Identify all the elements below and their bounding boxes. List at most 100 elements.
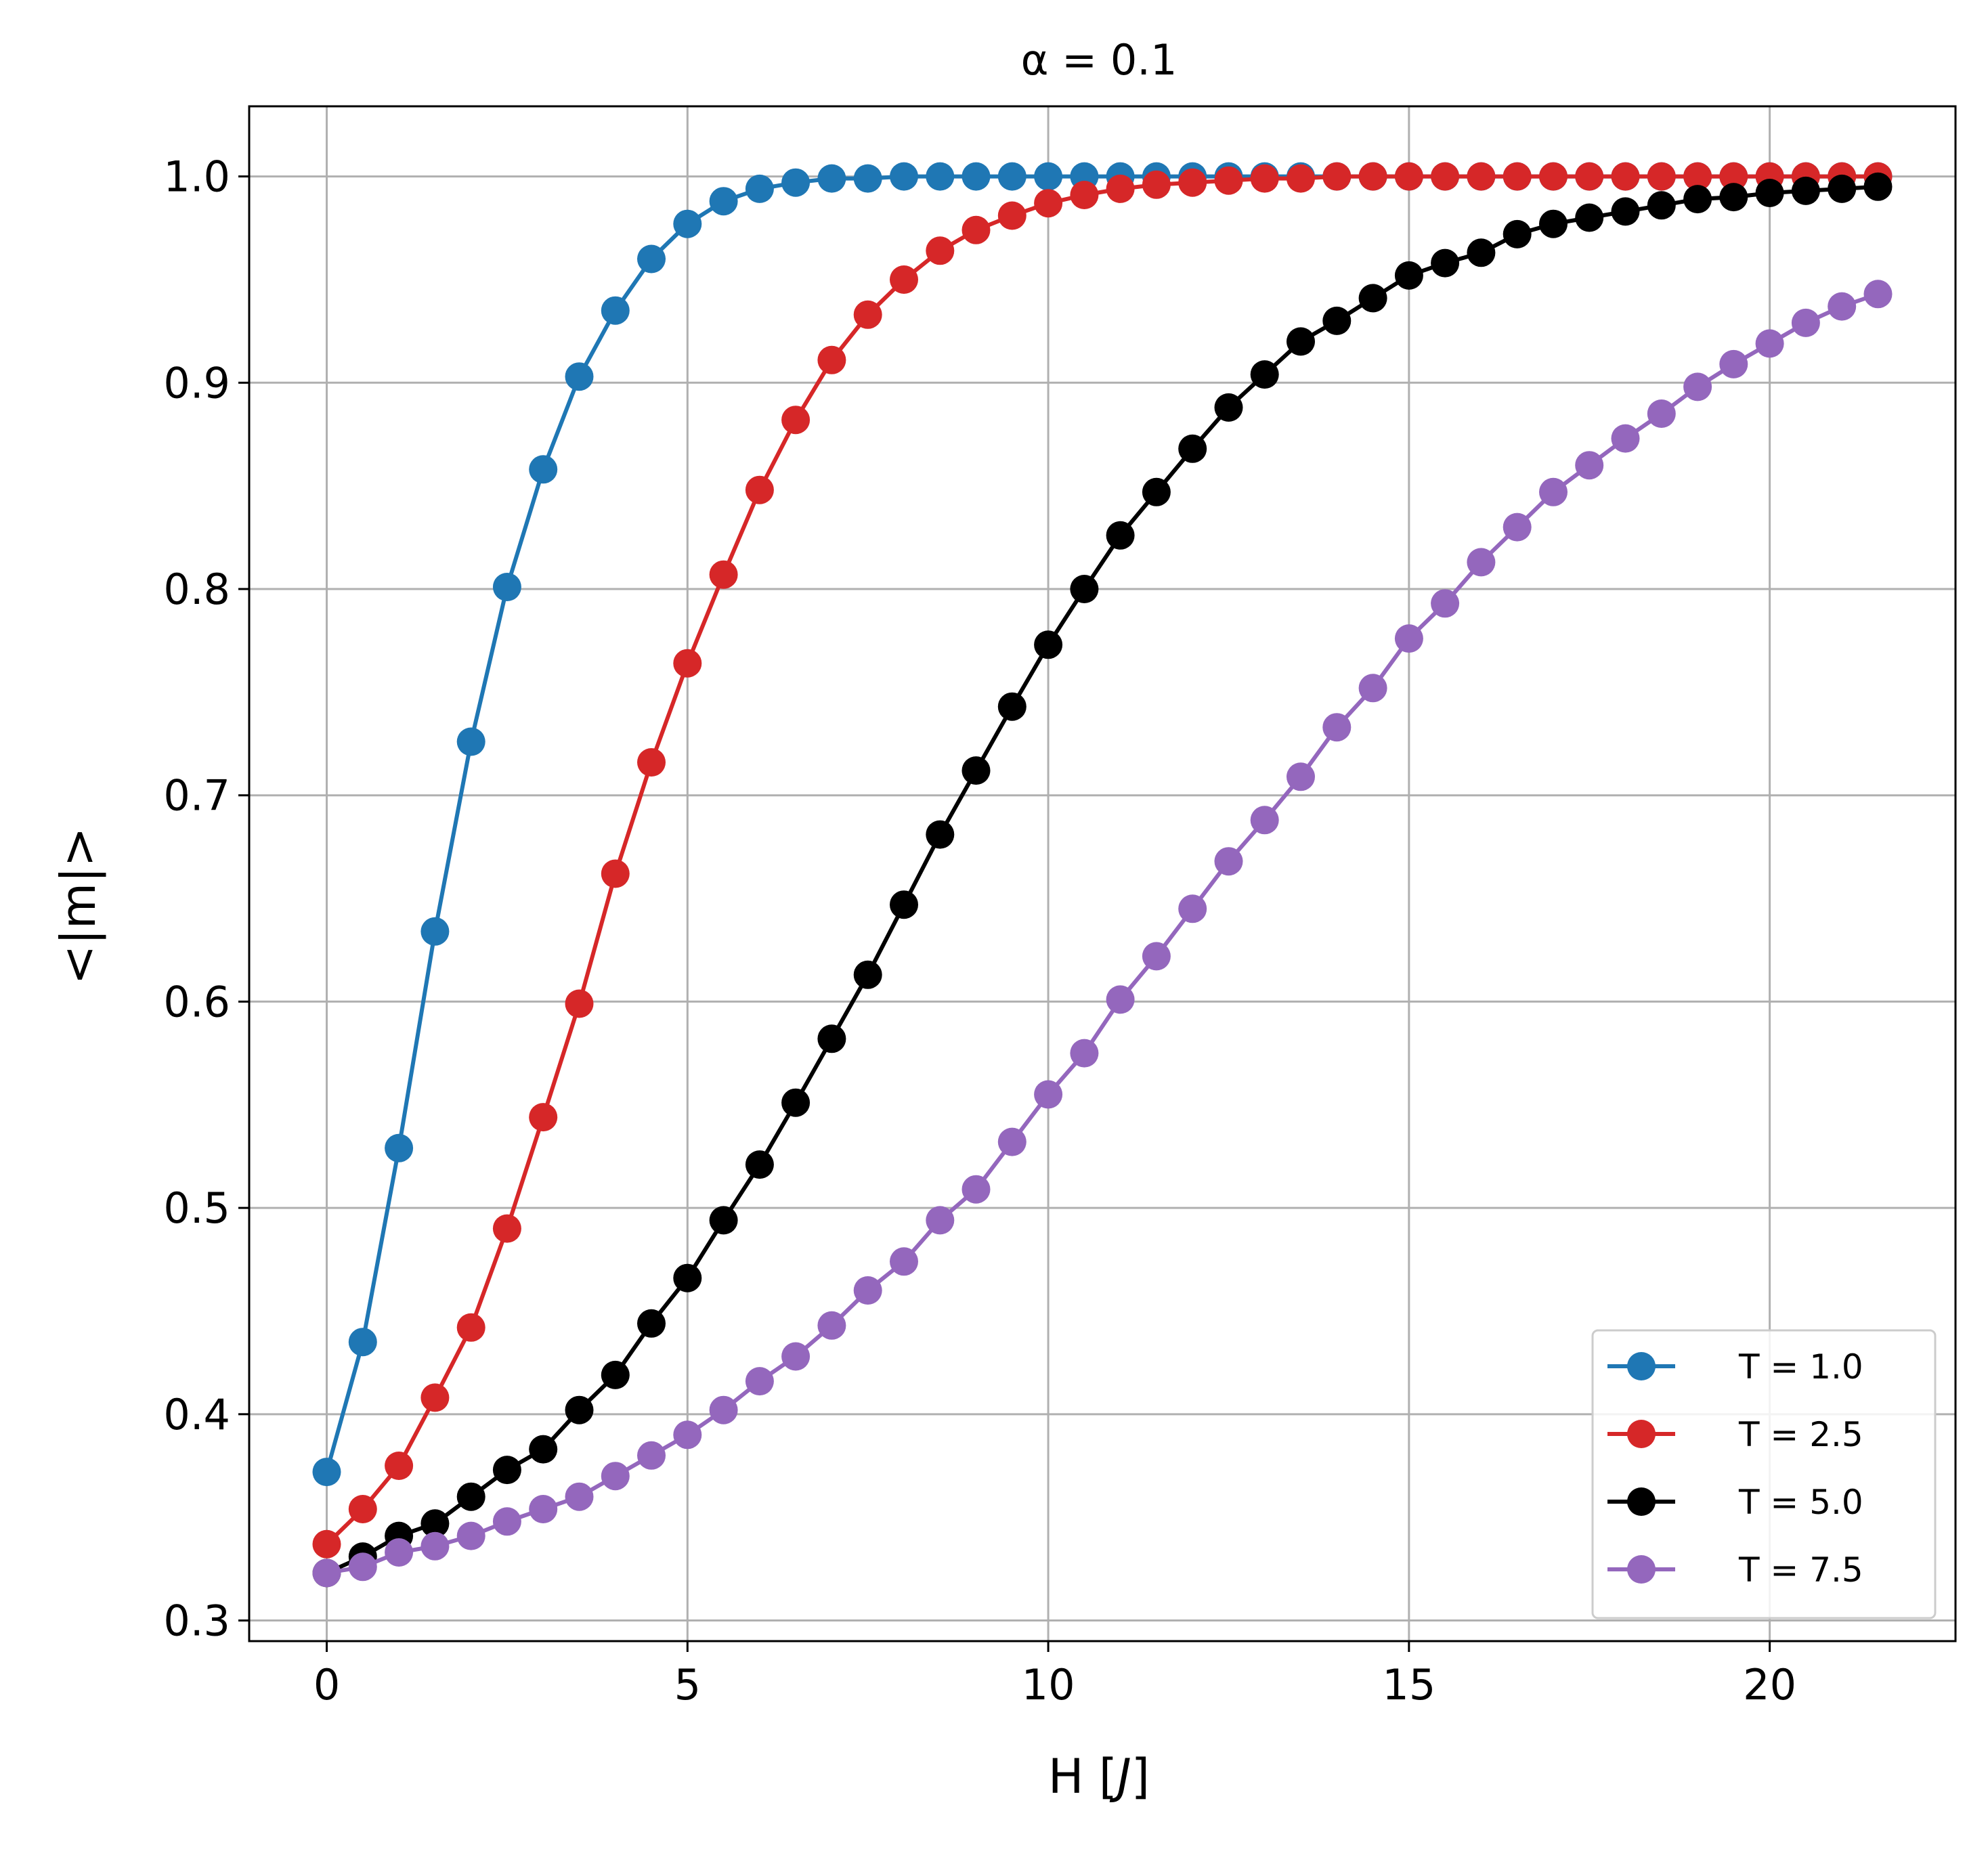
- y-tick-label: 1.0: [163, 152, 230, 202]
- data-point: [385, 1538, 414, 1567]
- data-point: [420, 1509, 450, 1538]
- x-tick-label: 10: [1022, 1660, 1075, 1710]
- data-point: [781, 1342, 811, 1371]
- data-point: [1755, 329, 1784, 358]
- legend-label: T = 1.0: [1738, 1347, 1863, 1387]
- data-point: [1394, 261, 1423, 290]
- data-point: [1034, 1080, 1063, 1109]
- data-point: [1070, 575, 1099, 603]
- data-point: [997, 1127, 1027, 1156]
- data-point: [709, 1395, 738, 1424]
- data-point: [1214, 166, 1243, 195]
- legend-label: T = 5.0: [1738, 1483, 1863, 1522]
- data-point: [926, 236, 955, 265]
- legend-entry: T = 1.0: [1607, 1347, 1863, 1387]
- data-point: [492, 1214, 521, 1243]
- data-point: [312, 1529, 341, 1559]
- data-point: [1431, 162, 1460, 191]
- x-axis-label: H [J]: [1048, 1749, 1150, 1804]
- data-point: [1034, 189, 1063, 218]
- data-point: [961, 1175, 991, 1204]
- data-point: [745, 1150, 774, 1179]
- data-point: [1034, 630, 1063, 659]
- data-point: [961, 756, 991, 785]
- data-point: [1287, 327, 1315, 356]
- series-3: [312, 172, 1893, 1588]
- data-point: [1358, 674, 1387, 703]
- data-point: [817, 345, 846, 374]
- data-point: [1828, 292, 1857, 321]
- data-point: [492, 1507, 521, 1536]
- data-point: [961, 215, 991, 244]
- data-point: [1322, 162, 1352, 191]
- legend-marker: [1627, 1487, 1656, 1516]
- data-point: [637, 1309, 666, 1338]
- data-point: [1611, 197, 1640, 226]
- data-point: [709, 560, 738, 589]
- legend-marker: [1627, 1352, 1656, 1380]
- data-point: [1287, 164, 1315, 193]
- data-point: [1142, 477, 1171, 506]
- data-point: [997, 201, 1027, 230]
- data-point: [601, 1360, 630, 1389]
- data-point: [1431, 589, 1460, 618]
- data-point: [781, 1088, 811, 1117]
- data-point: [1034, 162, 1063, 191]
- data-point: [1467, 162, 1496, 191]
- data-point: [1250, 360, 1279, 389]
- data-point: [997, 162, 1027, 191]
- data-point: [1322, 306, 1352, 335]
- data-point: [673, 209, 702, 238]
- data-point: [456, 727, 485, 756]
- data-point: [1322, 713, 1352, 742]
- grid: [249, 106, 1955, 1641]
- data-point: [890, 162, 918, 191]
- data-point: [1467, 548, 1496, 577]
- data-point: [1863, 280, 1893, 309]
- data-point: [1214, 847, 1243, 876]
- data-point: [1503, 219, 1532, 248]
- data-point: [926, 162, 955, 191]
- data-point: [492, 573, 521, 601]
- data-point: [926, 820, 955, 849]
- data-point: [456, 1521, 485, 1550]
- data-point: [1070, 181, 1099, 209]
- data-point: [781, 406, 811, 435]
- data-point: [673, 649, 702, 678]
- data-point: [1106, 985, 1135, 1014]
- data-point: [1683, 185, 1712, 214]
- y-tick-label: 0.8: [163, 565, 230, 614]
- x-tick-label: 15: [1382, 1660, 1435, 1710]
- data-point: [781, 168, 811, 197]
- legend-box: [1591, 1329, 1937, 1619]
- y-tick-label: 0.9: [163, 358, 230, 408]
- data-point: [385, 1133, 414, 1162]
- data-point: [312, 1458, 341, 1487]
- y-tick-label: 0.5: [163, 1183, 230, 1233]
- data-point: [673, 1420, 702, 1450]
- data-point: [1178, 168, 1207, 197]
- data-point: [565, 989, 594, 1018]
- data-point: [853, 300, 882, 329]
- data-point: [529, 1495, 558, 1523]
- data-point: [1611, 424, 1640, 453]
- data-point: [745, 174, 774, 203]
- data-point: [1394, 162, 1423, 191]
- data-point: [1828, 174, 1857, 203]
- data-point: [817, 164, 846, 193]
- data-point: [1755, 179, 1784, 207]
- data-point: [745, 475, 774, 504]
- data-point: [1719, 183, 1748, 212]
- y-tick-label: 0.4: [163, 1390, 230, 1439]
- data-point: [601, 859, 630, 888]
- data-point: [1178, 894, 1207, 923]
- data-point: [1358, 284, 1387, 313]
- data-point: [1719, 349, 1748, 378]
- data-point: [961, 162, 991, 191]
- data-point: [1539, 162, 1568, 191]
- data-point: [890, 265, 918, 294]
- data-point: [1467, 238, 1496, 267]
- data-point: [1431, 248, 1460, 278]
- data-point: [1070, 1039, 1099, 1068]
